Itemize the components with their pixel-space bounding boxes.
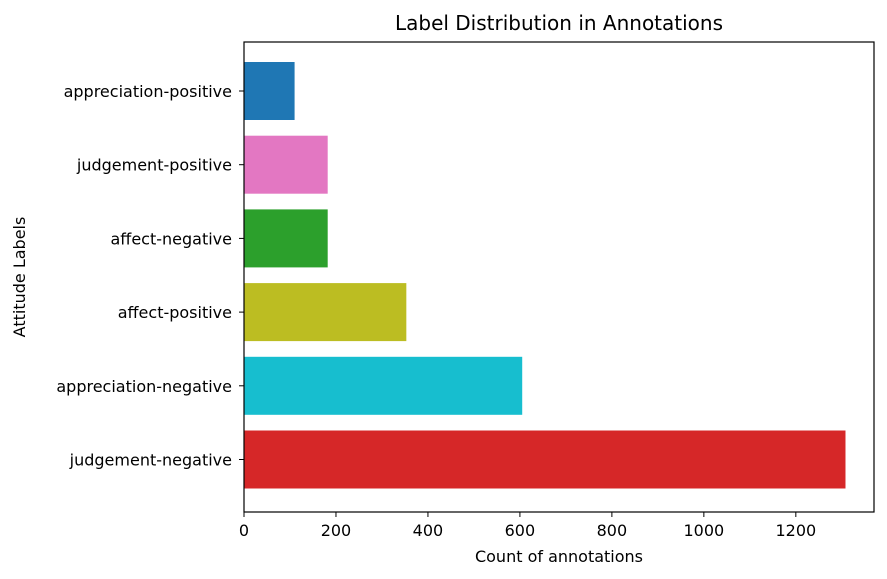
bars-group	[244, 62, 846, 489]
x-tick-label: 0	[239, 521, 249, 540]
y-axis-label: Attitude Labels	[10, 217, 29, 338]
y-tick-label: judgement-positive	[76, 156, 232, 175]
y-tick-label: appreciation-negative	[56, 377, 232, 396]
chart-title: Label Distribution in Annotations	[395, 11, 723, 35]
bar-affect-negative	[244, 209, 328, 268]
y-tick-label: affect-positive	[118, 303, 232, 322]
x-tick-label: 200	[321, 521, 352, 540]
x-tick-label: 400	[413, 521, 444, 540]
bar-judgement-positive	[244, 135, 328, 194]
x-tick-label: 1000	[683, 521, 724, 540]
x-tick-label: 600	[505, 521, 536, 540]
plot-frame	[243, 41, 875, 513]
bar-appreciation-negative	[244, 356, 523, 415]
y-tick-label: appreciation-positive	[64, 82, 232, 101]
x-axis-label: Count of annotations	[475, 547, 643, 566]
bar-appreciation-positive	[244, 62, 295, 120]
x-tick-label: 800	[597, 521, 628, 540]
bar-affect-positive	[244, 283, 407, 342]
y-tick-label: affect-negative	[111, 229, 233, 248]
y-axis-ticks: appreciation-positive judgement-positive a…	[56, 82, 244, 470]
x-tick-label: 1200	[775, 521, 816, 540]
y-tick-label: judgement-negative	[69, 451, 232, 470]
bar-judgement-negative	[244, 430, 846, 489]
x-axis-ticks: 0 200 400 600 800 1000 1200	[239, 512, 816, 540]
